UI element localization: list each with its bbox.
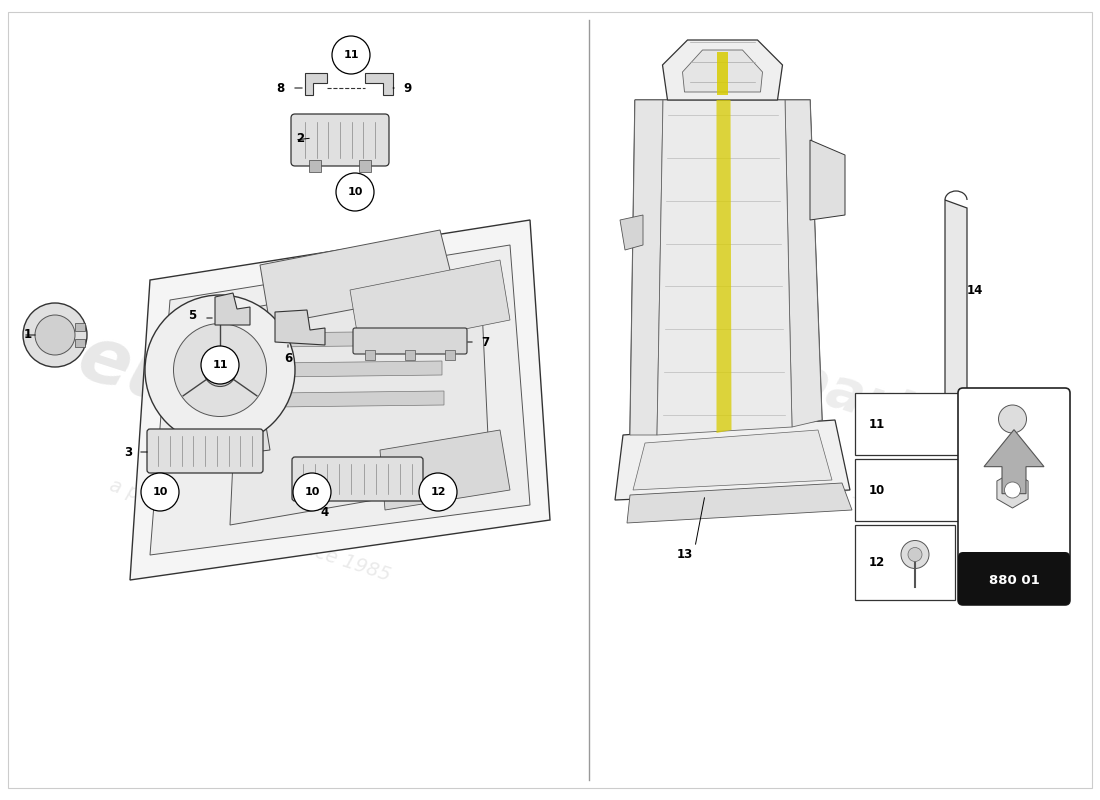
- Text: 3: 3: [124, 446, 132, 458]
- Bar: [75, 323, 85, 331]
- Polygon shape: [305, 73, 327, 95]
- Polygon shape: [945, 200, 967, 418]
- Circle shape: [419, 473, 456, 511]
- Circle shape: [901, 541, 930, 569]
- Text: 4: 4: [321, 506, 329, 518]
- Polygon shape: [682, 50, 762, 92]
- Circle shape: [141, 473, 179, 511]
- Text: a passion for parts since 1985: a passion for parts since 1985: [668, 427, 892, 513]
- Circle shape: [1004, 482, 1021, 498]
- Polygon shape: [275, 310, 324, 345]
- Bar: [75, 339, 85, 347]
- Text: 880 01: 880 01: [989, 574, 1040, 587]
- Text: 14: 14: [967, 283, 983, 297]
- Circle shape: [35, 315, 75, 355]
- FancyBboxPatch shape: [958, 552, 1070, 605]
- Polygon shape: [632, 430, 832, 490]
- FancyBboxPatch shape: [292, 457, 424, 501]
- Bar: [446, 350, 455, 360]
- Polygon shape: [150, 245, 530, 555]
- Text: a passion for parts since 1985: a passion for parts since 1985: [107, 475, 393, 585]
- Polygon shape: [997, 472, 1028, 508]
- Polygon shape: [214, 293, 250, 325]
- Polygon shape: [630, 100, 822, 435]
- Text: 11: 11: [869, 418, 886, 430]
- Circle shape: [23, 303, 87, 367]
- Circle shape: [201, 346, 239, 384]
- Polygon shape: [350, 260, 510, 350]
- Polygon shape: [365, 73, 393, 95]
- Text: europarts: europarts: [646, 307, 954, 453]
- Circle shape: [293, 473, 331, 511]
- Circle shape: [145, 295, 295, 445]
- Text: 10: 10: [348, 187, 363, 197]
- Text: 5: 5: [188, 309, 196, 322]
- Polygon shape: [716, 52, 728, 95]
- Bar: [309, 160, 321, 172]
- FancyBboxPatch shape: [292, 114, 389, 166]
- FancyBboxPatch shape: [353, 328, 468, 354]
- Bar: [365, 350, 375, 360]
- Text: 12: 12: [869, 556, 886, 569]
- Bar: [855, 459, 1065, 521]
- FancyBboxPatch shape: [147, 429, 263, 473]
- Polygon shape: [276, 391, 444, 407]
- Circle shape: [908, 547, 922, 562]
- Circle shape: [204, 354, 236, 386]
- Polygon shape: [260, 230, 455, 325]
- Polygon shape: [627, 483, 853, 523]
- Text: 10: 10: [152, 487, 167, 497]
- Text: 6: 6: [284, 351, 293, 365]
- Text: 10: 10: [869, 483, 886, 497]
- Text: 10: 10: [305, 487, 320, 497]
- Polygon shape: [270, 331, 440, 347]
- Polygon shape: [657, 100, 792, 435]
- Circle shape: [332, 36, 370, 74]
- Polygon shape: [984, 430, 1044, 494]
- Text: europarts: europarts: [68, 320, 492, 520]
- Bar: [962, 562, 1065, 600]
- Polygon shape: [810, 140, 845, 220]
- Polygon shape: [615, 420, 850, 500]
- Polygon shape: [630, 100, 663, 435]
- Text: 13: 13: [676, 549, 693, 562]
- Polygon shape: [180, 390, 270, 460]
- Polygon shape: [620, 215, 644, 250]
- Text: 2: 2: [296, 131, 304, 145]
- Circle shape: [336, 173, 374, 211]
- FancyBboxPatch shape: [958, 388, 1070, 605]
- Polygon shape: [716, 100, 732, 433]
- Polygon shape: [662, 40, 782, 100]
- Circle shape: [174, 323, 266, 417]
- Polygon shape: [230, 265, 490, 525]
- Text: 8: 8: [276, 82, 284, 94]
- Text: 11: 11: [212, 360, 228, 370]
- Polygon shape: [785, 100, 822, 427]
- Text: 1: 1: [24, 329, 32, 342]
- Circle shape: [999, 405, 1026, 433]
- Text: 12: 12: [430, 487, 446, 497]
- Bar: [359, 160, 371, 172]
- Text: 7: 7: [481, 335, 490, 349]
- Polygon shape: [379, 430, 510, 510]
- Bar: [405, 350, 415, 360]
- Polygon shape: [273, 361, 442, 377]
- Bar: [855, 393, 1065, 455]
- Bar: [855, 525, 955, 600]
- Polygon shape: [130, 220, 550, 580]
- Text: 9: 9: [404, 82, 412, 94]
- Text: 11: 11: [343, 50, 359, 60]
